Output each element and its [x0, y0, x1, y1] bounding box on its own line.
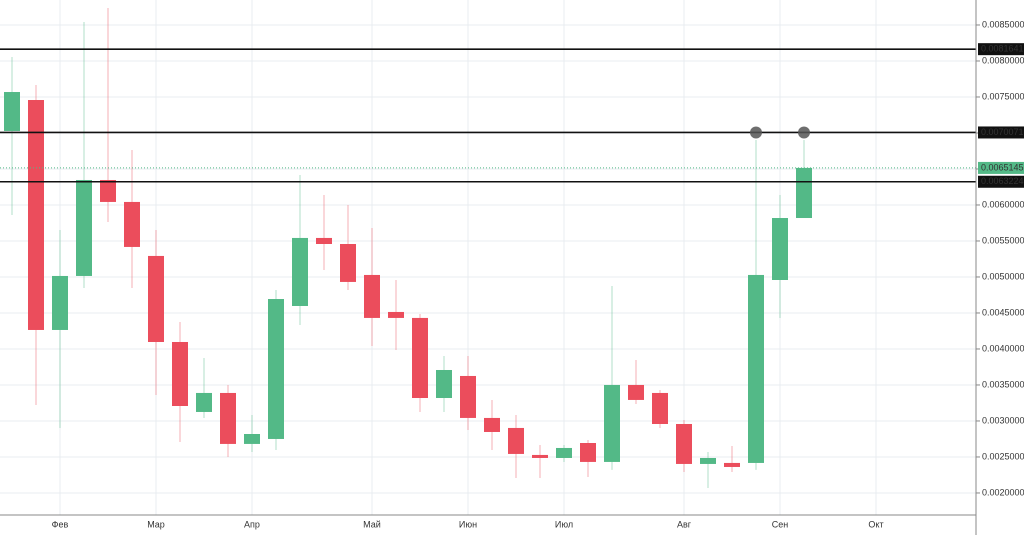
candle-body	[316, 237, 332, 245]
candle-body	[196, 392, 212, 412]
candle-body	[796, 167, 812, 219]
level-label: 0.00816413	[981, 44, 1024, 54]
last-price-box	[978, 161, 1024, 174]
candle-body	[532, 454, 548, 458]
candle-body	[436, 369, 452, 399]
x-tick-label: Мар	[147, 519, 165, 529]
level-label: 0.00700713	[981, 127, 1024, 137]
x-tick-label: Авг	[677, 519, 692, 529]
level-box	[978, 175, 1024, 188]
level-label: 0.00632248	[981, 176, 1024, 186]
candle-body	[772, 218, 788, 280]
candle-body	[340, 244, 356, 282]
candle-body	[76, 179, 92, 276]
candles	[4, 7, 812, 489]
candle-body	[364, 274, 380, 318]
candle-body	[460, 375, 476, 418]
candle-body	[148, 255, 164, 342]
candle-body	[556, 447, 572, 458]
candle-body	[220, 392, 236, 444]
x-tick-label: Фев	[52, 519, 69, 529]
candle-body	[748, 274, 764, 463]
candle-body	[412, 317, 428, 399]
candle-body	[4, 92, 20, 131]
x-tick-label: Сен	[772, 519, 789, 529]
candle-body	[508, 427, 524, 454]
candle-body	[580, 443, 596, 462]
candle-body	[676, 423, 692, 464]
x-tick-label: Июл	[555, 519, 573, 529]
candle-body	[28, 100, 44, 330]
candle-body	[724, 462, 740, 467]
candle-body	[700, 457, 716, 464]
candle-body	[52, 275, 68, 330]
x-tick-label: Апр	[244, 519, 260, 529]
touch-marker	[750, 126, 762, 139]
x-tick-label: Июн	[459, 519, 477, 529]
candle-body	[604, 384, 620, 462]
level-box	[978, 126, 1024, 139]
overlays: 0.00651456 0.00816413 0.00700713 0.00632248	[0, 43, 1024, 188]
last-price-label: 0.00651456	[981, 162, 1024, 172]
candle-body	[172, 341, 188, 406]
level-box	[978, 43, 1024, 56]
touch-marker	[798, 126, 810, 139]
y-tick-label: 0.00850000	[982, 19, 1024, 29]
candle-body	[484, 417, 500, 432]
candle-body	[292, 237, 308, 306]
candle-body	[652, 392, 668, 424]
x-tick-label: Окт	[868, 519, 883, 529]
candle-body	[124, 201, 140, 247]
x-tick-label: Май	[363, 519, 381, 529]
candle-body	[388, 311, 404, 318]
candle-body	[628, 384, 644, 400]
candle-body	[268, 299, 284, 439]
candle-body	[100, 179, 116, 202]
candle-body	[244, 434, 260, 444]
